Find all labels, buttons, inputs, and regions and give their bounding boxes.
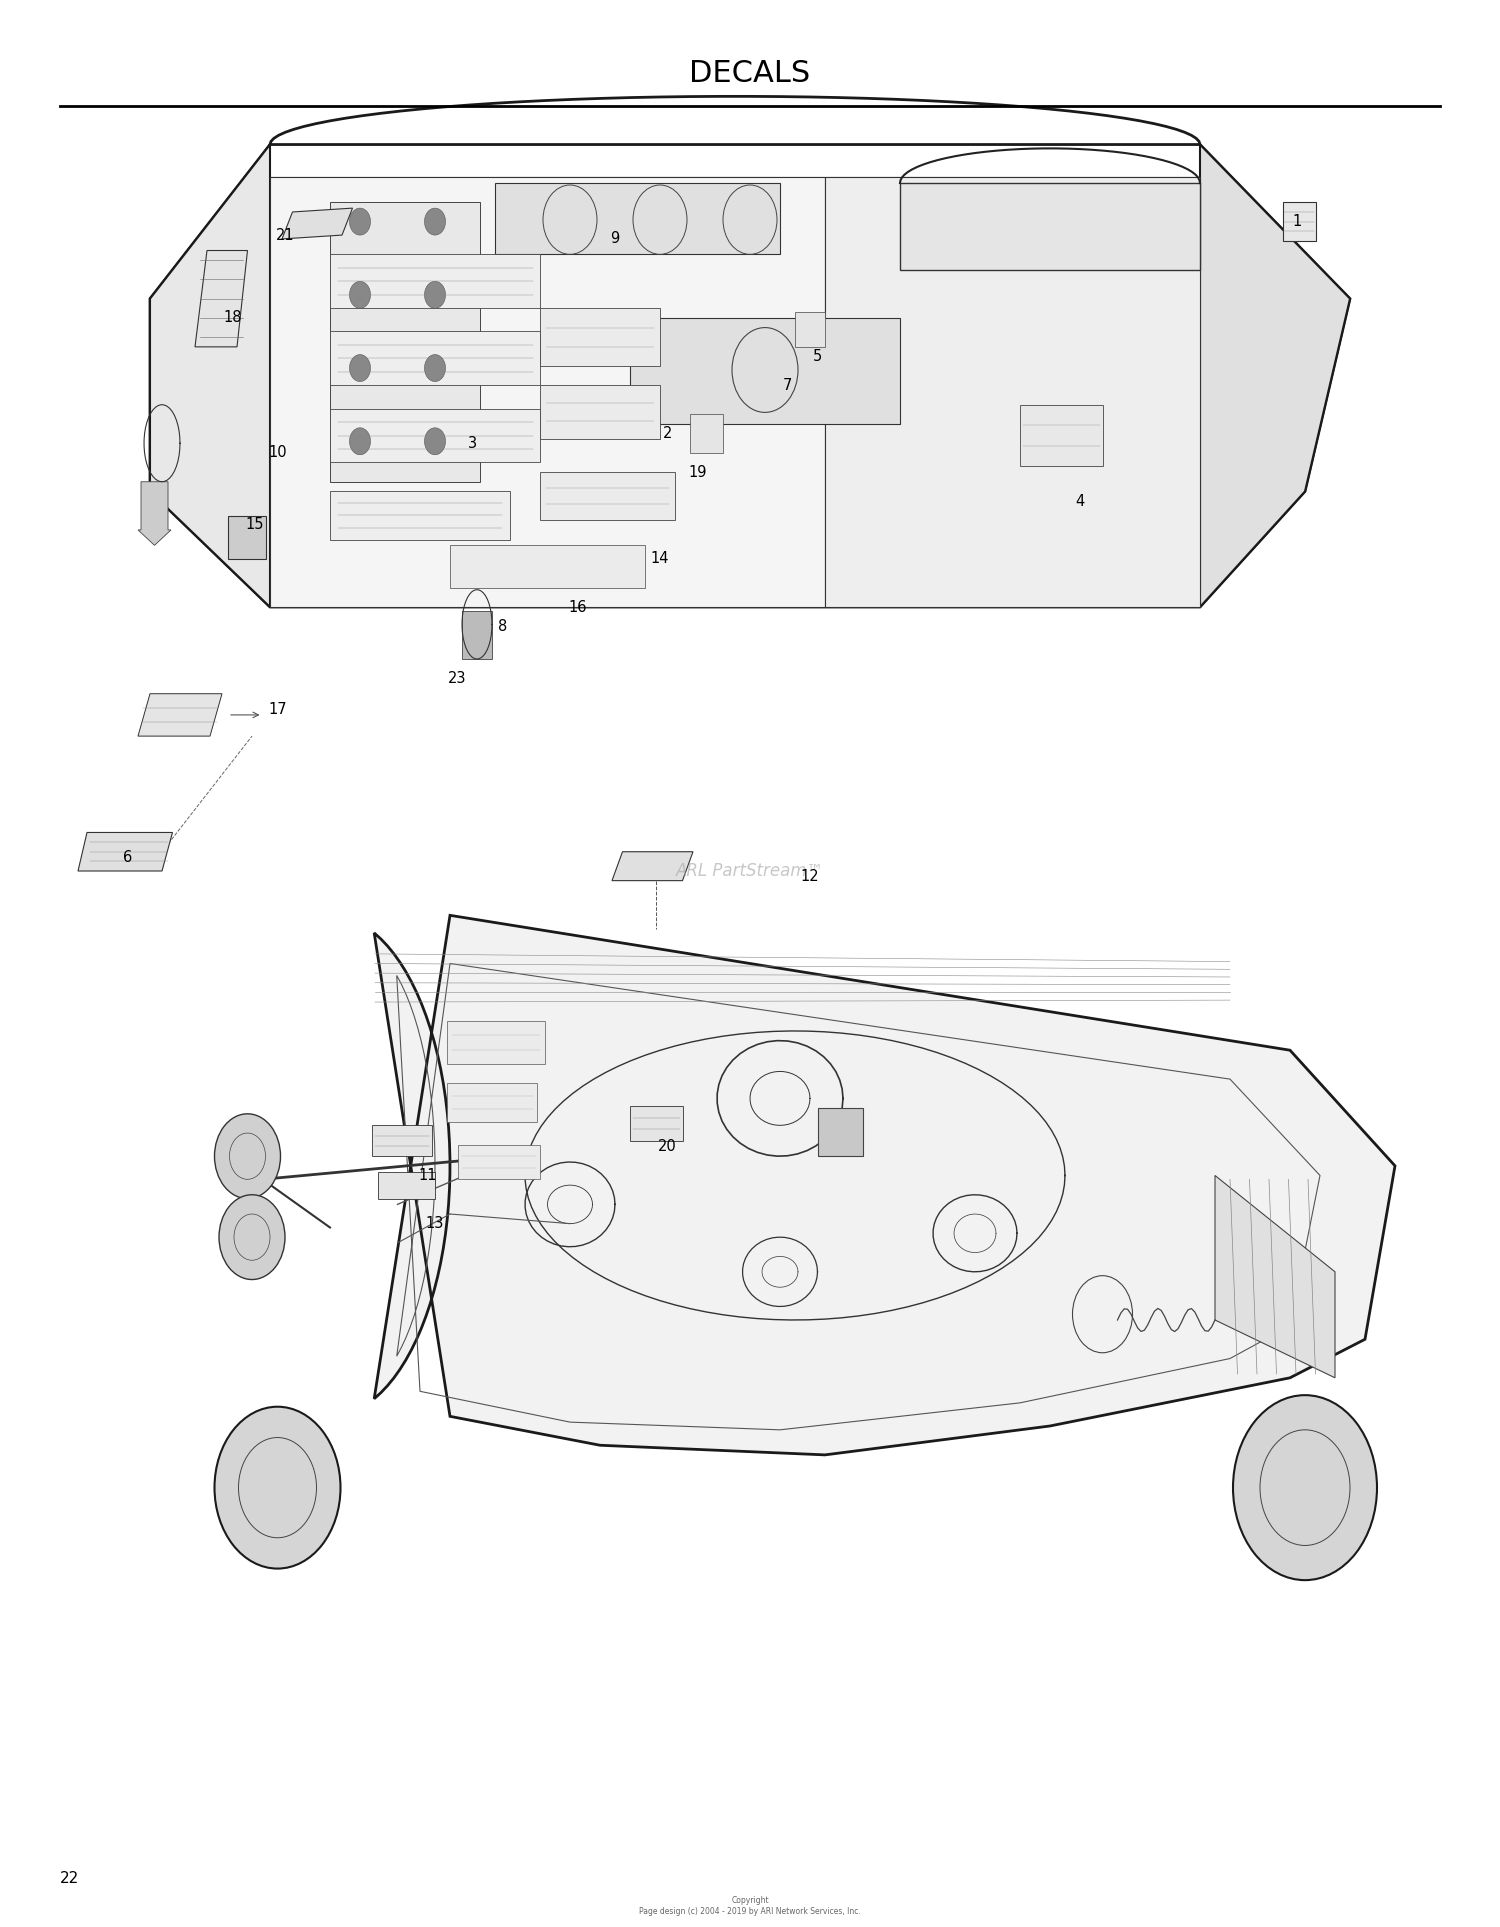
- Text: 15: 15: [246, 516, 264, 532]
- Text: 6: 6: [123, 850, 132, 865]
- Bar: [795, 312, 825, 347]
- Bar: [447, 1083, 537, 1122]
- Text: 23: 23: [448, 671, 466, 686]
- Bar: [447, 1021, 544, 1064]
- Text: 14: 14: [651, 551, 669, 567]
- Circle shape: [424, 208, 445, 235]
- Bar: [540, 472, 675, 520]
- Text: 9: 9: [610, 231, 620, 247]
- Text: 4: 4: [1076, 493, 1084, 509]
- Circle shape: [214, 1114, 280, 1199]
- FancyArrow shape: [138, 482, 171, 545]
- Text: 8: 8: [498, 619, 507, 634]
- Bar: [330, 491, 510, 540]
- Polygon shape: [195, 251, 248, 347]
- Circle shape: [424, 355, 445, 382]
- Polygon shape: [374, 915, 1395, 1455]
- Circle shape: [350, 281, 370, 308]
- Text: 17: 17: [268, 701, 286, 717]
- Text: 19: 19: [688, 464, 706, 480]
- Text: 16: 16: [568, 599, 586, 615]
- Text: 22: 22: [60, 1871, 80, 1887]
- Bar: [1282, 202, 1316, 241]
- Text: ARL PartStream™: ARL PartStream™: [676, 861, 824, 881]
- Bar: [450, 545, 645, 588]
- Text: 20: 20: [658, 1139, 676, 1154]
- Bar: [330, 254, 540, 308]
- Polygon shape: [330, 202, 480, 482]
- Text: 11: 11: [419, 1168, 436, 1183]
- Bar: [690, 414, 723, 453]
- Text: 21: 21: [276, 227, 294, 243]
- Text: 12: 12: [801, 869, 819, 884]
- Text: 1: 1: [1293, 214, 1302, 229]
- Polygon shape: [495, 183, 780, 254]
- Bar: [330, 409, 540, 462]
- Bar: [630, 1106, 682, 1141]
- Bar: [330, 331, 540, 385]
- Text: Copyright: Copyright: [730, 1896, 770, 1904]
- Bar: [458, 1145, 540, 1179]
- Circle shape: [1233, 1395, 1377, 1580]
- Text: 18: 18: [224, 310, 242, 326]
- Circle shape: [214, 1407, 340, 1569]
- Circle shape: [350, 208, 370, 235]
- Text: 7: 7: [783, 378, 792, 393]
- Polygon shape: [1200, 145, 1350, 607]
- Bar: [462, 611, 492, 659]
- Bar: [228, 516, 266, 559]
- Circle shape: [350, 355, 370, 382]
- Bar: [540, 385, 660, 439]
- Polygon shape: [612, 852, 693, 881]
- Text: DECALS: DECALS: [690, 58, 810, 89]
- Polygon shape: [630, 318, 900, 424]
- Polygon shape: [900, 183, 1200, 270]
- Text: 5: 5: [813, 349, 822, 364]
- Bar: [378, 1172, 435, 1199]
- Bar: [1020, 405, 1102, 466]
- Text: 13: 13: [426, 1216, 444, 1231]
- Bar: [372, 1125, 432, 1156]
- Text: 3: 3: [468, 436, 477, 451]
- Polygon shape: [150, 145, 270, 607]
- Circle shape: [424, 281, 445, 308]
- Polygon shape: [138, 694, 222, 736]
- Polygon shape: [78, 832, 172, 871]
- Polygon shape: [270, 177, 825, 607]
- Circle shape: [219, 1195, 285, 1280]
- Bar: [540, 308, 660, 366]
- Polygon shape: [282, 208, 352, 239]
- Bar: [818, 1108, 862, 1156]
- Text: 10: 10: [268, 445, 286, 461]
- Text: Page design (c) 2004 - 2019 by ARI Network Services, Inc.: Page design (c) 2004 - 2019 by ARI Netwo…: [639, 1908, 861, 1915]
- Circle shape: [424, 428, 445, 455]
- Polygon shape: [825, 177, 1200, 607]
- Text: 2: 2: [663, 426, 672, 441]
- Circle shape: [350, 428, 370, 455]
- Polygon shape: [1215, 1175, 1335, 1378]
